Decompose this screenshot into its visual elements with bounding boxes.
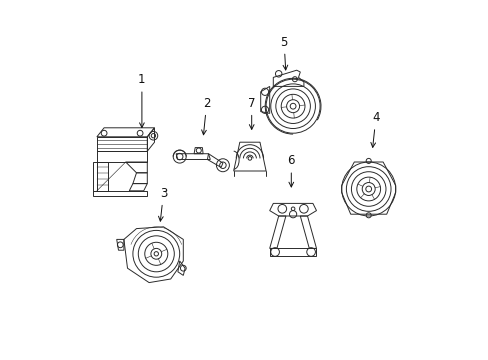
Text: 7: 7 <box>247 97 255 129</box>
Text: 5: 5 <box>280 36 287 70</box>
Text: 4: 4 <box>370 111 379 147</box>
Text: 2: 2 <box>201 97 210 135</box>
Text: 6: 6 <box>287 154 294 187</box>
Text: 1: 1 <box>138 73 145 127</box>
Text: 3: 3 <box>158 187 167 221</box>
